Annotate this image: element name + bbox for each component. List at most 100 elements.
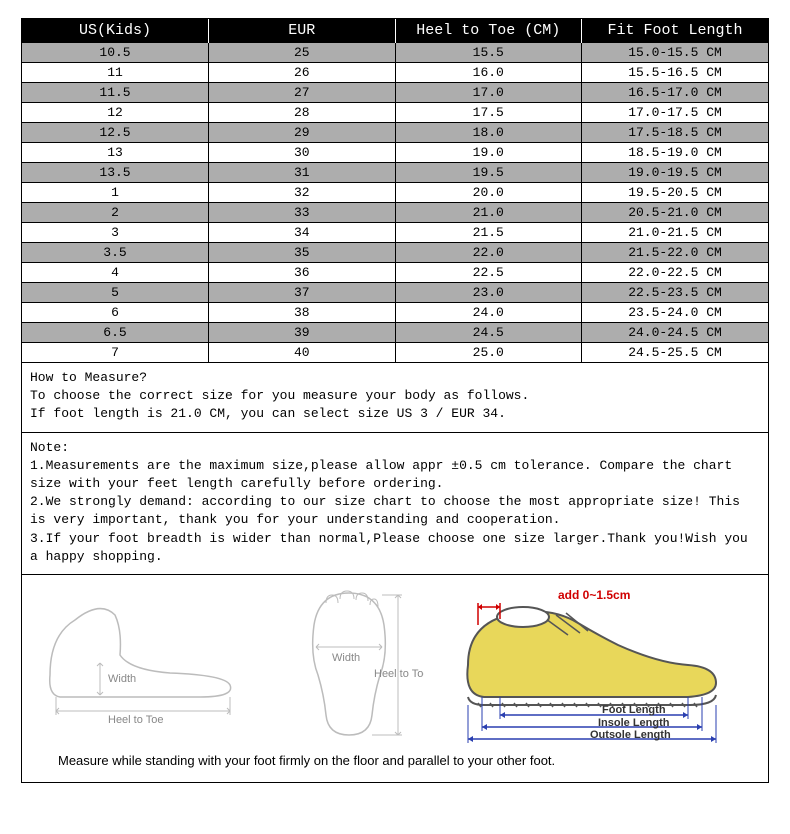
table-cell: 26 bbox=[209, 63, 396, 83]
table-row: 74025.024.5-25.5 CM bbox=[22, 343, 768, 363]
how-to-measure: How to Measure? To choose the correct si… bbox=[22, 362, 768, 432]
table-cell: 6 bbox=[22, 303, 209, 323]
note-title: Note: bbox=[30, 439, 760, 457]
table-cell: 19.0 bbox=[395, 143, 582, 163]
add-label: add 0~1.5cm bbox=[558, 588, 630, 602]
table-cell: 29 bbox=[209, 123, 396, 143]
table-cell: 13 bbox=[22, 143, 209, 163]
table-cell: 35 bbox=[209, 243, 396, 263]
foot-top-diagram: Width Heel to Toe bbox=[274, 585, 424, 740]
col-heel-toe: Heel to Toe (CM) bbox=[395, 19, 582, 43]
table-cell: 24.0 bbox=[395, 303, 582, 323]
table-cell: 13.5 bbox=[22, 163, 209, 183]
table-cell: 15.0-15.5 CM bbox=[582, 43, 769, 63]
diagram-row: Width Heel to Toe Width bbox=[22, 574, 768, 753]
table-cell: 22.0 bbox=[395, 243, 582, 263]
table-row: 10.52515.515.0-15.5 CM bbox=[22, 43, 768, 63]
note-item3: 3.If your foot breadth is wider than nor… bbox=[30, 530, 760, 566]
how-to-line2: If foot length is 21.0 CM, you can selec… bbox=[30, 405, 760, 423]
side-heeltoe-label: Heel to Toe bbox=[108, 714, 163, 725]
table-cell: 40 bbox=[209, 343, 396, 363]
table-cell: 19.5 bbox=[395, 163, 582, 183]
table-cell: 17.0 bbox=[395, 83, 582, 103]
table-cell: 30 bbox=[209, 143, 396, 163]
size-table: US(Kids) EUR Heel to Toe (CM) Fit Foot L… bbox=[22, 19, 768, 362]
table-cell: 22.0-22.5 CM bbox=[582, 263, 769, 283]
table-cell: 21.5-22.0 CM bbox=[582, 243, 769, 263]
top-width-label: Width bbox=[332, 652, 360, 664]
table-row: 3.53522.021.5-22.0 CM bbox=[22, 243, 768, 263]
table-cell: 33 bbox=[209, 203, 396, 223]
col-eur: EUR bbox=[209, 19, 396, 43]
table-cell: 11 bbox=[22, 63, 209, 83]
col-fit-length: Fit Foot Length bbox=[582, 19, 769, 43]
table-cell: 20.0 bbox=[395, 183, 582, 203]
note-item1: 1.Measurements are the maximum size,plea… bbox=[30, 457, 760, 493]
table-row: 133019.018.5-19.0 CM bbox=[22, 143, 768, 163]
size-chart-container: US(Kids) EUR Heel to Toe (CM) Fit Foot L… bbox=[21, 18, 769, 783]
table-cell: 23.0 bbox=[395, 283, 582, 303]
table-cell: 18.0 bbox=[395, 123, 582, 143]
table-row: 13220.019.5-20.5 CM bbox=[22, 183, 768, 203]
table-cell: 28 bbox=[209, 103, 396, 123]
table-cell: 22.5 bbox=[395, 263, 582, 283]
table-cell: 25.0 bbox=[395, 343, 582, 363]
table-cell: 20.5-21.0 CM bbox=[582, 203, 769, 223]
table-cell: 3 bbox=[22, 223, 209, 243]
table-cell: 3.5 bbox=[22, 243, 209, 263]
table-cell: 7 bbox=[22, 343, 209, 363]
table-cell: 27 bbox=[209, 83, 396, 103]
size-table-header-row: US(Kids) EUR Heel to Toe (CM) Fit Foot L… bbox=[22, 19, 768, 43]
table-cell: 19.5-20.5 CM bbox=[582, 183, 769, 203]
table-cell: 12.5 bbox=[22, 123, 209, 143]
table-cell: 16.0 bbox=[395, 63, 582, 83]
how-to-line1: To choose the correct size for you measu… bbox=[30, 387, 760, 405]
table-row: 13.53119.519.0-19.5 CM bbox=[22, 163, 768, 183]
table-cell: 18.5-19.0 CM bbox=[582, 143, 769, 163]
table-cell: 22.5-23.5 CM bbox=[582, 283, 769, 303]
outsole-length-label: Outsole Length bbox=[590, 729, 671, 741]
table-cell: 11.5 bbox=[22, 83, 209, 103]
table-cell: 24.5-25.5 CM bbox=[582, 343, 769, 363]
table-row: 23321.020.5-21.0 CM bbox=[22, 203, 768, 223]
table-cell: 17.5-18.5 CM bbox=[582, 123, 769, 143]
table-cell: 23.5-24.0 CM bbox=[582, 303, 769, 323]
table-cell: 31 bbox=[209, 163, 396, 183]
table-cell: 39 bbox=[209, 323, 396, 343]
table-cell: 10.5 bbox=[22, 43, 209, 63]
table-cell: 38 bbox=[209, 303, 396, 323]
table-row: 112616.015.5-16.5 CM bbox=[22, 63, 768, 83]
foot-side-diagram: Width Heel to Toe bbox=[30, 585, 260, 725]
table-cell: 21.0-21.5 CM bbox=[582, 223, 769, 243]
how-to-title: How to Measure? bbox=[30, 369, 760, 387]
table-row: 122817.517.0-17.5 CM bbox=[22, 103, 768, 123]
table-cell: 17.0-17.5 CM bbox=[582, 103, 769, 123]
insole-length-label: Insole Length bbox=[598, 717, 670, 729]
side-width-label: Width bbox=[108, 673, 136, 685]
table-row: 53723.022.5-23.5 CM bbox=[22, 283, 768, 303]
table-cell: 34 bbox=[209, 223, 396, 243]
table-cell: 32 bbox=[209, 183, 396, 203]
table-row: 11.52717.016.5-17.0 CM bbox=[22, 83, 768, 103]
table-cell: 24.0-24.5 CM bbox=[582, 323, 769, 343]
note-block: Note: 1.Measurements are the maximum siz… bbox=[22, 432, 768, 574]
table-row: 12.52918.017.5-18.5 CM bbox=[22, 123, 768, 143]
table-row: 6.53924.524.0-24.5 CM bbox=[22, 323, 768, 343]
table-cell: 12 bbox=[22, 103, 209, 123]
table-row: 63824.023.5-24.0 CM bbox=[22, 303, 768, 323]
table-cell: 37 bbox=[209, 283, 396, 303]
table-row: 33421.521.0-21.5 CM bbox=[22, 223, 768, 243]
table-cell: 15.5 bbox=[395, 43, 582, 63]
table-cell: 1 bbox=[22, 183, 209, 203]
table-cell: 5 bbox=[22, 283, 209, 303]
table-cell: 24.5 bbox=[395, 323, 582, 343]
table-cell: 15.5-16.5 CM bbox=[582, 63, 769, 83]
table-cell: 6.5 bbox=[22, 323, 209, 343]
table-cell: 21.5 bbox=[395, 223, 582, 243]
table-cell: 17.5 bbox=[395, 103, 582, 123]
table-cell: 36 bbox=[209, 263, 396, 283]
table-cell: 2 bbox=[22, 203, 209, 223]
foot-length-label: Foot Length bbox=[602, 704, 666, 716]
table-cell: 16.5-17.0 CM bbox=[582, 83, 769, 103]
col-us: US(Kids) bbox=[22, 19, 209, 43]
